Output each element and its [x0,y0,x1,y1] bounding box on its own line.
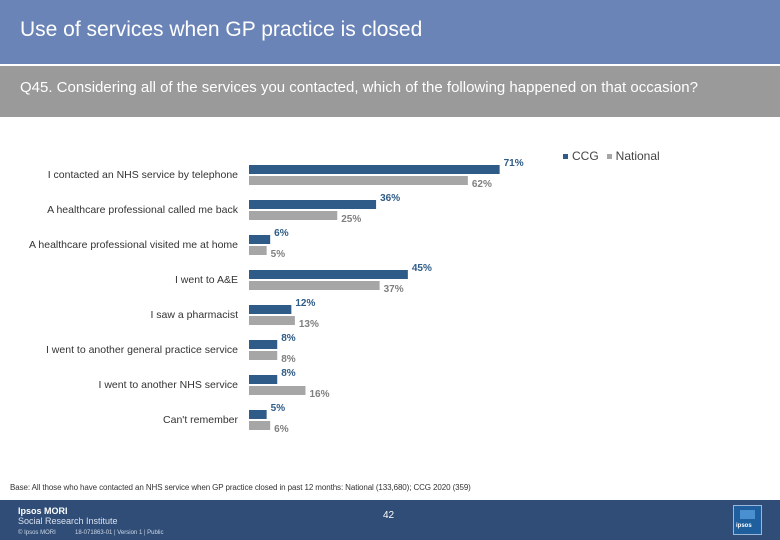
category-label-can-t-remember: Can't remember [163,414,238,426]
logo-line-2: Social Research Institute [18,516,118,526]
question-text: Q45. Considering all of the services you… [20,79,698,96]
category-label-i-went-to-another-nhs-service: I went to another NHS service [99,379,239,391]
value-label-national-can-t-remember: 6% [274,424,289,435]
legend-label-national: National [615,149,660,163]
bar-ccg-i-went-to-another-general-practice-service [249,340,278,349]
value-label-ccg-a-healthcare-professional-visited-me-at-home: 6% [274,228,289,239]
legend-item-ccg: CCG [563,149,599,163]
bar-ccg-i-went-to-another-nhs-service [249,375,278,384]
value-label-national-i-went-to-another-nhs-service: 16% [309,389,329,400]
copyright-text: © Ipsos MORI [18,530,56,536]
bar-ccg-i-contacted-an-nhs-service-by-telephone [249,165,500,174]
value-label-national-i-saw-a-pharmacist: 13% [299,319,319,330]
base-note: Base: All those who have contacted an NH… [10,483,471,492]
value-label-ccg-i-contacted-an-nhs-service-by-telephone: 71% [504,158,524,169]
value-label-national-i-went-to-another-general-practice-service: 8% [281,354,296,365]
footer-bar [0,500,780,540]
category-label-i-saw-a-pharmacist: I saw a pharmacist [150,309,238,321]
value-label-ccg-a-healthcare-professional-called-me-back: 36% [380,193,400,204]
value-label-national-a-healthcare-professional-visited-me-at-home: 5% [271,249,286,260]
logo-line-1: Ipsos MORI [18,506,68,516]
bar-ccg-a-healthcare-professional-visited-me-at-home [249,235,271,244]
title-bar [0,0,780,64]
page-title: Use of services when GP practice is clos… [20,18,423,41]
bar-national-a-healthcare-professional-visited-me-at-home [249,246,267,255]
badge-text: ipsos [736,523,752,529]
value-label-ccg-i-went-to-another-general-practice-service: 8% [281,333,296,344]
legend-label-ccg: CCG [572,149,599,163]
value-label-national-i-contacted-an-nhs-service-by-telephone: 62% [472,179,492,190]
value-label-ccg-i-saw-a-pharmacist: 12% [295,298,315,309]
bar-national-i-went-to-a-e [249,281,380,290]
category-label-a-healthcare-professional-visited-me-at-home: A healthcare professional visited me at … [29,239,238,251]
bar-ccg-i-went-to-a-e [249,270,408,279]
category-label-i-contacted-an-nhs-service-by-telephone: I contacted an NHS service by telephone [48,169,238,181]
ipsos-mori-logo: Ipsos MORI Social Research Institute [18,506,118,526]
category-label-i-went-to-a-e: I went to A&E [175,274,238,286]
value-label-ccg-can-t-remember: 5% [271,403,286,414]
value-label-ccg-i-went-to-another-nhs-service: 8% [281,368,296,379]
bar-national-i-saw-a-pharmacist [249,316,295,325]
bar-ccg-a-healthcare-professional-called-me-back [249,200,377,209]
value-label-national-i-went-to-a-e: 37% [384,284,404,295]
chart-legend: CCG National [563,149,660,163]
job-reference: 18-071863-01 | Version 1 | Public [75,530,164,536]
bar-national-i-went-to-another-nhs-service [249,386,306,395]
legend-swatch-ccg [563,153,568,159]
page-number: 42 [383,510,395,521]
bar-chart: I contacted an NHS service by telephone 7… [29,158,524,435]
category-label-i-went-to-another-general-practice-service: I went to another general practice servi… [46,344,238,356]
bar-national-i-went-to-another-general-practice-service [249,351,278,360]
bar-national-can-t-remember [249,421,271,430]
badge-inner [740,510,755,519]
ipsos-badge-icon: ipsos [733,505,762,535]
bar-national-i-contacted-an-nhs-service-by-telephone [249,176,468,185]
bar-national-a-healthcare-professional-called-me-back [249,211,338,220]
value-label-national-a-healthcare-professional-called-me-back: 25% [341,214,361,225]
legend-item-national: National [606,149,660,163]
bar-ccg-i-saw-a-pharmacist [249,305,292,314]
question-bar [0,66,780,117]
category-label-a-healthcare-professional-called-me-back: A healthcare professional called me back [47,204,239,216]
legend-swatch-national [606,153,612,159]
value-label-ccg-i-went-to-a-e: 45% [412,263,432,274]
bar-ccg-can-t-remember [249,410,267,419]
